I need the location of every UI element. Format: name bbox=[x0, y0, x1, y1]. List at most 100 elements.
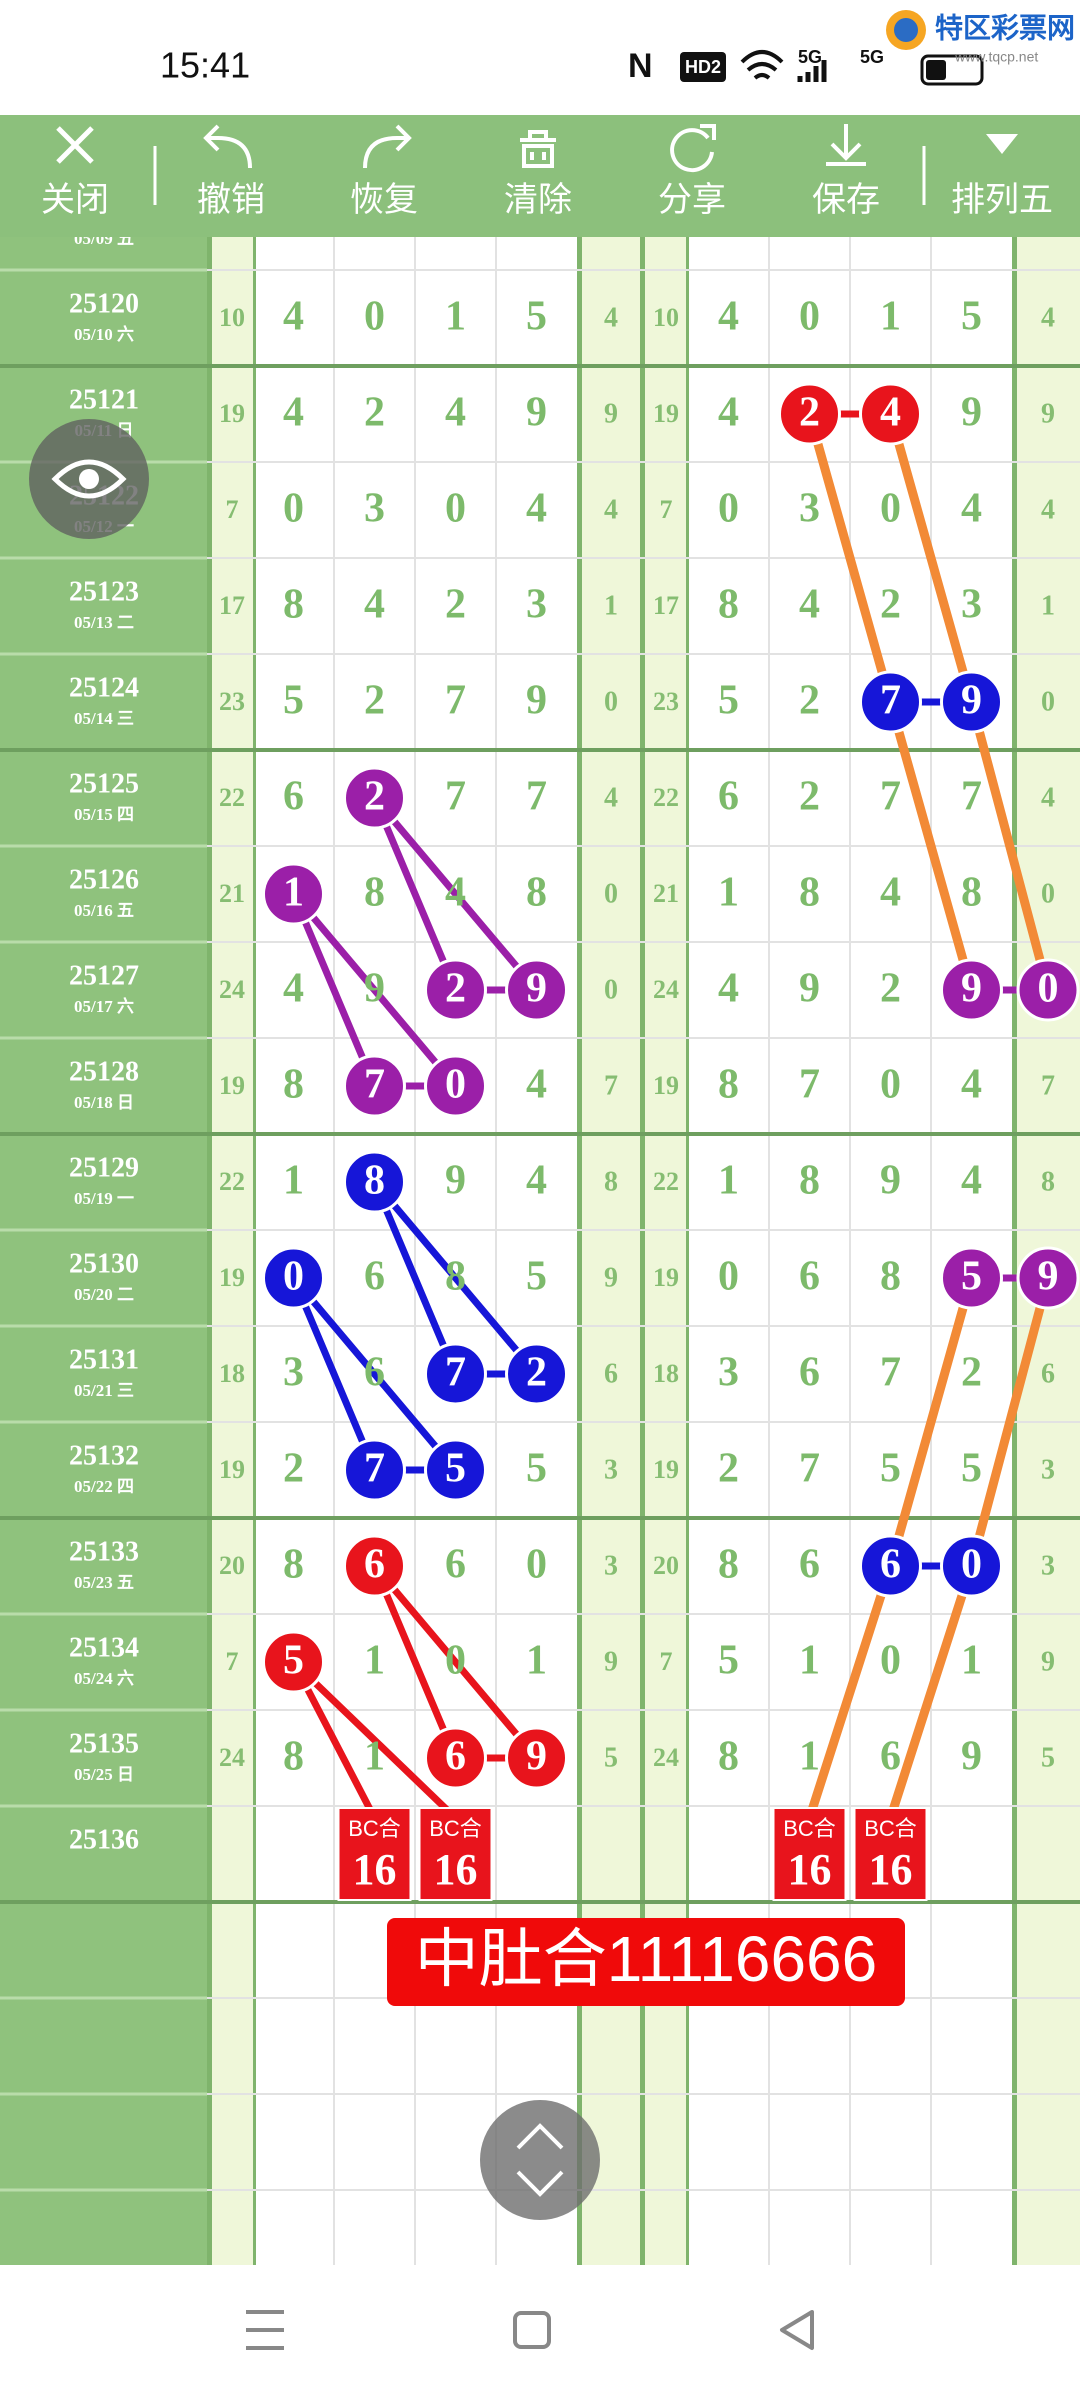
ball-digit: 4 bbox=[880, 390, 901, 436]
ball-digit: 0 bbox=[961, 1542, 982, 1588]
nav-back[interactable] bbox=[780, 2310, 814, 2350]
digit: 3 bbox=[718, 1350, 739, 1396]
digit: 4 bbox=[961, 1062, 982, 1108]
bc-value: 16 bbox=[353, 1845, 397, 1894]
ball-digit: 9 bbox=[526, 966, 547, 1012]
ball-digit: 1 bbox=[283, 870, 304, 916]
save-button[interactable]: 保存 bbox=[812, 124, 880, 219]
status-bar: 15:41 N HD2 5G 5G 特区彩票网 www.tqcp.net bbox=[0, 0, 1080, 115]
digit: 7 bbox=[799, 1062, 820, 1108]
bc-label: BC合 bbox=[429, 1816, 482, 1841]
clear-icon bbox=[520, 130, 556, 168]
date-label: 05/16 五 bbox=[74, 901, 134, 920]
tail-value: 0 bbox=[1041, 878, 1055, 909]
issue-label: 25125 bbox=[69, 768, 139, 799]
digit: 8 bbox=[445, 1254, 466, 1300]
close-button[interactable]: 关闭 bbox=[41, 126, 109, 219]
eye-icon bbox=[51, 459, 127, 499]
redo-button[interactable]: 恢复 bbox=[350, 124, 418, 219]
ball-digit: 2 bbox=[445, 966, 466, 1012]
digit: 0 bbox=[283, 486, 304, 532]
date-label: 05/13 二 bbox=[74, 613, 134, 632]
sum-value: 23 bbox=[653, 687, 679, 716]
digit: 2 bbox=[880, 582, 901, 628]
digit: 0 bbox=[445, 486, 466, 532]
tail-value: 9 bbox=[604, 398, 618, 429]
tail-value: 1 bbox=[604, 590, 618, 621]
issue-label: 25131 bbox=[69, 1344, 139, 1375]
sum-value: 23 bbox=[219, 687, 245, 716]
digit: 1 bbox=[364, 1734, 385, 1780]
nav-home[interactable] bbox=[513, 2311, 551, 2349]
tail-value: 9 bbox=[1041, 398, 1055, 429]
ball bbox=[424, 1726, 487, 1790]
share-button[interactable]: 分享 bbox=[658, 124, 726, 219]
date-label: 05/17 六 bbox=[74, 996, 134, 1016]
trend-line bbox=[290, 890, 378, 1090]
digit: 0 bbox=[364, 294, 385, 340]
digit: 7 bbox=[526, 774, 547, 820]
scroll-icon bbox=[516, 2123, 564, 2197]
sum-value: 24 bbox=[219, 975, 245, 1004]
ball-digit: 7 bbox=[445, 1350, 466, 1396]
bc-box bbox=[772, 1807, 847, 1901]
nav-menu[interactable] bbox=[246, 2310, 284, 2350]
sum-value: 24 bbox=[653, 1743, 679, 1772]
trend-line bbox=[290, 1274, 378, 1474]
tail-value: 7 bbox=[1041, 1070, 1055, 1101]
trend-line bbox=[371, 1562, 540, 1762]
tail-value: 3 bbox=[1041, 1550, 1055, 1581]
digit: 1 bbox=[799, 1638, 820, 1684]
scroll-button[interactable] bbox=[480, 2100, 600, 2220]
trend-line bbox=[371, 1562, 459, 1762]
eye-toggle[interactable] bbox=[29, 419, 149, 539]
side-column bbox=[645, 174, 688, 2265]
tail-value: 4 bbox=[604, 302, 618, 333]
ball-digit: 5 bbox=[445, 1446, 466, 1492]
digit: 1 bbox=[526, 1638, 547, 1684]
digit: 4 bbox=[718, 390, 739, 436]
tail-value: 9 bbox=[604, 1646, 618, 1677]
tail-value: 4 bbox=[604, 494, 618, 525]
ball-digit: 7 bbox=[880, 678, 901, 724]
clear-button[interactable]: 清除 bbox=[504, 130, 572, 219]
digit: 4 bbox=[526, 486, 547, 532]
digit: 2 bbox=[880, 966, 901, 1012]
sum-value: 19 bbox=[653, 399, 679, 428]
column-bar bbox=[640, 174, 645, 2265]
digit: 7 bbox=[799, 1446, 820, 1492]
tail-value: 3 bbox=[604, 1550, 618, 1581]
ball bbox=[859, 1534, 922, 1598]
digit: 1 bbox=[799, 1734, 820, 1780]
tail-value: 6 bbox=[604, 1358, 618, 1389]
ball bbox=[262, 1246, 325, 1310]
arrange-button[interactable]: 排列五 bbox=[951, 134, 1053, 219]
digit: 5 bbox=[526, 294, 547, 340]
column-bar bbox=[1012, 174, 1017, 2265]
digit: 8 bbox=[799, 1158, 820, 1204]
digit: 6 bbox=[283, 774, 304, 820]
toolbar: 关闭 撤销 恢复 清除 分享 保存 排列五 bbox=[0, 115, 1080, 237]
digit: 5 bbox=[880, 1446, 901, 1492]
tail-value: 5 bbox=[604, 1742, 618, 1773]
issue-label: 25121 bbox=[69, 384, 139, 415]
logo-inner bbox=[894, 18, 918, 42]
ball-digit: 6 bbox=[445, 1734, 466, 1780]
sum-value: 7 bbox=[660, 1647, 673, 1676]
ball bbox=[940, 1534, 1003, 1598]
digit: 2 bbox=[283, 1446, 304, 1492]
digit: 1 bbox=[961, 1638, 982, 1684]
digit: 6 bbox=[880, 1734, 901, 1780]
ball bbox=[343, 766, 406, 830]
side-column bbox=[212, 174, 253, 2265]
sum-value: 24 bbox=[653, 975, 679, 1004]
issue-label: 25124 bbox=[69, 672, 139, 703]
column-bar bbox=[207, 174, 212, 2265]
close-label: 关闭 bbox=[41, 181, 109, 219]
date-label: 05/10 六 bbox=[74, 324, 134, 344]
digit: 7 bbox=[445, 678, 466, 724]
digit: 6 bbox=[364, 1350, 385, 1396]
undo-button[interactable]: 撤销 bbox=[197, 124, 265, 219]
digit: 2 bbox=[799, 678, 820, 724]
ball bbox=[262, 862, 325, 926]
